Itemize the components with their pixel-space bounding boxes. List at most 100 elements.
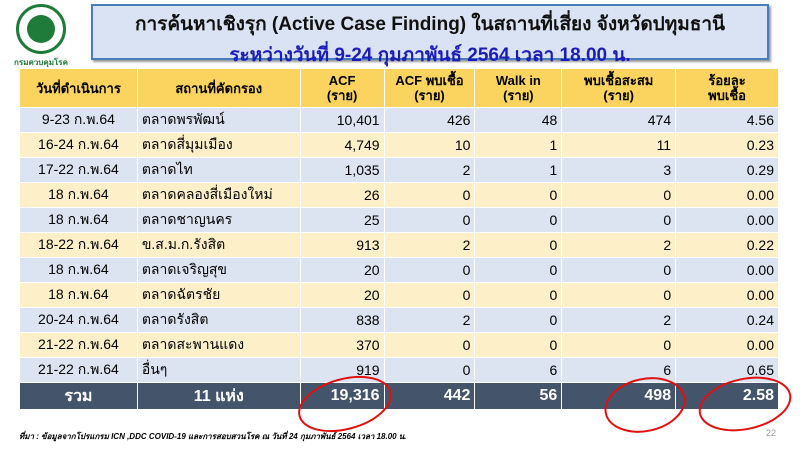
table-cell: 11 [561, 132, 677, 158]
title-line2: ระหว่างวันที่ 9-24 กุมภาพันธ์ 2564 เวลา … [229, 45, 631, 66]
table-cell: 0 [383, 332, 476, 358]
total-row: รวม 11 แห่ง 19,316 442 56 498 2.58 [19, 382, 779, 410]
header-text: (ราย) [326, 88, 358, 103]
table-cell: 2 [383, 307, 476, 333]
seal-icon [16, 4, 66, 54]
header-text: ACF พบเชื้อ [395, 73, 464, 88]
table-cell: 370 [299, 332, 385, 358]
table-cell: 0 [474, 207, 563, 233]
title-line1: การค้นหาเชิงรุก (Active Case Finding) ใน… [134, 14, 726, 35]
table-cell: 18 ก.พ.64 [19, 257, 138, 283]
table-cell: 0 [383, 282, 476, 308]
table-cell: 2 [383, 232, 476, 258]
total-cell: 2.58 [675, 382, 779, 410]
ddc-logo: กรมควบคุมโรค [6, 4, 76, 67]
header-text: (ราย) [503, 88, 534, 103]
table-cell: 20 [299, 282, 385, 308]
table-cell: 2 [561, 232, 677, 258]
table-cell: 0 [383, 207, 476, 233]
table-cell: 1,035 [299, 157, 385, 183]
total-cell: รวม [19, 382, 138, 410]
table-cell: 4.56 [675, 107, 779, 133]
table-cell: 0 [474, 257, 563, 283]
table-cell: 0 [474, 307, 563, 333]
header-text: ร้อยละ [708, 73, 746, 88]
table-cell: ตลาดเจริญสุข [136, 257, 301, 283]
red-circle-percent-total [698, 376, 792, 432]
table-cell: ข.ส.ม.ก.รังสิต [136, 232, 301, 258]
column-header: สถานที่คัดกรอง [136, 68, 301, 108]
table-cell: 1 [474, 132, 563, 158]
total-cell: 11 แห่ง [136, 382, 301, 410]
total-cell: 56 [474, 382, 563, 410]
header-text: พบเชื้อสะสม [584, 73, 654, 88]
table-cell: 0 [383, 257, 476, 283]
table-cell: 0.23 [675, 132, 779, 158]
table-cell: 26 [299, 182, 385, 208]
table-cell: 0.00 [675, 257, 779, 283]
table-cell: 0.00 [675, 282, 779, 308]
table-cell: 0.00 [675, 332, 779, 358]
table-cell: 16-24 ก.พ.64 [19, 132, 138, 158]
table-cell: 20-24 ก.พ.64 [19, 307, 138, 333]
table-row: 17-22 ก.พ.64 ตลาดไท 1,035 2 1 3 0.29 [19, 157, 779, 183]
column-header: ACF (ราย) [299, 68, 385, 108]
header-text: วันที่ดำเนินการ [35, 80, 121, 96]
table-cell: ตลาดรังสิต [136, 307, 301, 333]
header-text: พบเชื้อ [708, 88, 746, 103]
logo-text: กรมควบคุมโรค [14, 58, 68, 67]
table-cell: 3 [561, 157, 677, 183]
table-cell: 0 [383, 182, 476, 208]
table-cell: 474 [561, 107, 677, 133]
table-cell: 0 [561, 182, 677, 208]
column-header: ACF พบเชื้อ (ราย) [383, 68, 476, 108]
table-cell: ตลาดไท [136, 157, 301, 183]
column-header: พบเชื้อสะสม (ราย) [561, 68, 677, 108]
title-box: การค้นหาเชิงรุก (Active Case Finding) ใน… [91, 4, 769, 66]
table-cell: ตลาดคลองสี่เมืองใหม่ [136, 182, 301, 208]
header-text: Walk in [495, 73, 541, 88]
table-cell: 0 [561, 207, 677, 233]
table-cell: 0.00 [675, 207, 779, 233]
table-cell: ตลาดพรพัฒน์ [136, 107, 301, 133]
table-cell: 913 [299, 232, 385, 258]
total-cell: 498 [561, 382, 677, 410]
table-cell: 18 ก.พ.64 [19, 182, 138, 208]
table-cell: ตลาดสะพานแดง [136, 332, 301, 358]
total-cell: 442 [383, 382, 476, 410]
table-cell: 0 [474, 182, 563, 208]
header-text: ACF [328, 73, 356, 88]
table-cell: 21-22 ก.พ.64 [19, 357, 138, 383]
table-cell: 48 [474, 107, 563, 133]
table-row: 18-22 ก.พ.64 ข.ส.ม.ก.รังสิต 913 2 0 2 0.22 [19, 232, 779, 258]
table-row: 9-23 ก.พ.64 ตลาดพรพัฒน์ 10,401 426 48 474 4.56 [19, 107, 779, 133]
table-cell: 10 [383, 132, 476, 158]
table-cell: 0.22 [675, 232, 779, 258]
red-circle-acf-total [298, 375, 392, 433]
table-cell: อื่นๆ [136, 357, 301, 383]
table-cell: 0 [474, 282, 563, 308]
table-row: 18 ก.พ.64 ตลาดคลองสี่เมืองใหม่ 26 0 0 0 0.00 [19, 182, 779, 208]
red-circle-found-total [604, 377, 686, 433]
column-header: ร้อยละ พบเชื้อ [675, 68, 779, 108]
page-number: 22 [766, 428, 777, 438]
header-text: (ราย) [603, 88, 634, 103]
table-cell: ตลาดชาญนคร [136, 207, 301, 233]
column-header: วันที่ดำเนินการ [19, 68, 138, 108]
header-text: สถานที่คัดกรอง [175, 80, 263, 96]
table-cell: 0 [474, 232, 563, 258]
table-cell: 4,749 [299, 132, 385, 158]
table-cell: 0.24 [675, 307, 779, 333]
column-header: Walk in (ราย) [474, 68, 563, 108]
total-cell: 19,316 [299, 382, 385, 410]
table-cell: 21-22 ก.พ.64 [19, 332, 138, 358]
table-cell: 0 [561, 282, 677, 308]
table-cell: 0.29 [675, 157, 779, 183]
table-row: 18 ก.พ.64 ตลาดชาญนคร 25 0 0 0 0.00 [19, 207, 779, 233]
table-cell: 9-23 ก.พ.64 [19, 107, 138, 133]
table-cell: 838 [299, 307, 385, 333]
table-row: 16-24 ก.พ.64 ตลาดสี่มุมเมือง 4,749 10 1 11 0.2… [19, 132, 779, 158]
table-cell: 0 [383, 357, 476, 383]
table-cell: 20 [299, 257, 385, 283]
